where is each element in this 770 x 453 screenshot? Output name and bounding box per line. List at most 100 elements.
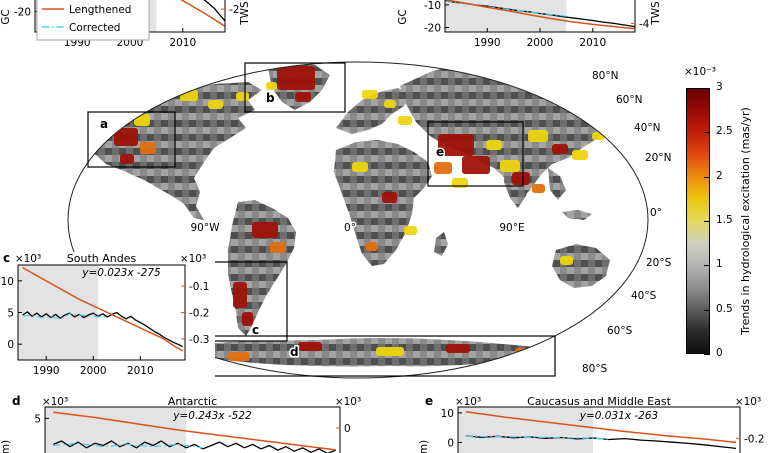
chart-text: 1990 — [474, 37, 501, 49]
colorbar-tick-label: 2.5 — [716, 125, 733, 138]
hotspot-yellow — [528, 130, 548, 142]
hotspot-red — [233, 282, 247, 308]
chart-text: 5 — [7, 308, 14, 320]
chart-text: 0 — [7, 339, 14, 351]
colorbar: ×10⁻³ 3 2.5 2 1.5 1 0.5 0 Trends in hydrologic… — [684, 64, 770, 410]
hotspot-yellow — [404, 226, 417, 235]
chart-text: South Andes — [67, 252, 137, 265]
top_right-chart: -10 -20 -4 1990 2000 2010 GC TWS — [397, 0, 662, 49]
chart-text: -0.2 — [744, 433, 765, 445]
lat-label: 60°S — [607, 325, 633, 337]
colorbar-tick-label: 1 — [716, 258, 723, 271]
graticule-label-group: 80°N 60°N 40°N 20°N 0° 20°S 40°S 60°S 80°S 90°W 0°… — [189, 69, 673, 377]
lat-label: 20°S — [646, 257, 672, 269]
pre-grace-shaded-region — [445, 0, 567, 32]
chart-text: -0.2 — [189, 308, 210, 320]
chart-text: ×10³ — [335, 396, 361, 408]
continent-europe — [336, 88, 412, 134]
chart-text: ×10³ — [42, 396, 68, 408]
chart-text: y=0.023x -275 — [81, 267, 161, 279]
hotspot-yellow — [384, 100, 396, 108]
chart-text: TWS — [239, 1, 251, 26]
hotspot-yellow — [500, 160, 520, 172]
chart-text: -4 — [639, 18, 650, 30]
chart-text: 2010 — [579, 37, 606, 49]
legend-label: Lengthened — [69, 4, 131, 16]
chart-text: Caucasus and Middle East — [527, 395, 672, 408]
colorbar-tick-label: 3 — [716, 81, 723, 93]
lon-label: 90°E — [499, 222, 524, 234]
hotspot-orange — [532, 184, 545, 193]
chart-text: 2010 — [169, 37, 196, 49]
map-outline — [67, 61, 649, 379]
timeseries-panel-antarctic: 5 0 d Antarctic y=0.243x -522 ×10³ ×10³ m) — [0, 393, 400, 453]
lat-label: 40°S — [631, 290, 657, 302]
lat-label: 0° — [650, 207, 662, 219]
hotspot-yellow — [266, 82, 277, 90]
chart-text: -2 — [229, 4, 239, 16]
hotspot-orange — [140, 142, 156, 154]
region-southeast-asia — [548, 168, 566, 200]
chart-text: GC — [397, 9, 409, 24]
island-madagascar — [434, 232, 448, 256]
chart-text: ×10³ — [15, 253, 41, 265]
hotspot-red — [462, 156, 490, 174]
hotspot-red — [242, 312, 253, 326]
chart-text: -0.3 — [189, 334, 210, 346]
colorbar-tick-label: 0 — [716, 347, 723, 359]
hotspot-red — [252, 222, 278, 238]
hotspot-yellow — [352, 162, 368, 172]
islands-indonesia — [562, 210, 592, 220]
lat-label: 80°S — [582, 363, 608, 375]
hotspot-red — [120, 154, 134, 164]
colorbar-tick-mark — [704, 176, 710, 178]
chart-text: m) — [418, 440, 430, 453]
timeseries-panel-south-andes: 10 5 0 -0.1 -0.2 -0.3 1990 2000 2010 c South Andes… — [0, 251, 215, 387]
axes-box — [44, 406, 341, 453]
hotspot-yellow — [572, 150, 588, 160]
timeseries-panel-top-left: -20 -2 1990 2000 2010 GC TWS Lengthened Correcte… — [0, 0, 260, 55]
hotspot-yellow — [134, 114, 150, 126]
hotspot-yellow — [236, 92, 249, 101]
region-box-a — [87, 111, 176, 168]
timeseries-panel-caucasus-middle-east: 10 0 -0.2 e Caucasus and Middle East y=0.031x… — [415, 393, 770, 453]
hotspot-yellow — [560, 256, 573, 265]
chart-text: TWS — [650, 1, 662, 26]
chart-text: -0.1 — [189, 281, 210, 293]
axes-box — [457, 406, 741, 453]
lat-label: 60°N — [616, 94, 642, 106]
antarctic-chart: 5 0 d Antarctic y=0.243x -522 ×10³ ×10³ m) — [0, 394, 361, 453]
chart-text: d — [12, 394, 21, 408]
series-lengthened — [465, 411, 737, 444]
colorbar-tick-mark — [704, 221, 710, 222]
chart-text: 10 — [441, 408, 454, 420]
series-lengthened — [53, 411, 336, 451]
hotspot-red — [114, 128, 138, 146]
lon-label: 0° — [344, 222, 356, 234]
pre-grace-shaded-region — [18, 265, 98, 360]
region-box-b — [244, 62, 346, 113]
chart-text: ×10³ — [455, 396, 481, 408]
chart-text: Antarctic — [168, 395, 217, 408]
hotspot-orange — [434, 162, 452, 174]
hotspot-yellow — [376, 347, 404, 356]
hotspot-yellow — [362, 90, 378, 99]
legend-box — [36, 0, 150, 41]
colorbar-tick-label: 2 — [716, 169, 723, 182]
hotspot-yellow — [398, 116, 412, 125]
hotspot-red — [438, 134, 474, 156]
legend-label: Corrected — [69, 22, 120, 34]
hotspot-red — [298, 342, 322, 351]
chart-text: 2000 — [527, 37, 554, 49]
colorbar-tick-label: 0.5 — [716, 302, 733, 315]
colorbar-tick-mark — [704, 88, 710, 89]
colorbar-tick-mark — [704, 265, 710, 267]
chart-text: 1990 — [33, 365, 60, 377]
chart-text: 0 — [447, 437, 454, 449]
hotspot-red — [446, 344, 470, 353]
chart-text: 2010 — [127, 365, 154, 377]
colorbar-tick-label: 1.5 — [716, 214, 733, 226]
series-black — [53, 440, 337, 453]
chart-text: 0 — [344, 423, 351, 435]
